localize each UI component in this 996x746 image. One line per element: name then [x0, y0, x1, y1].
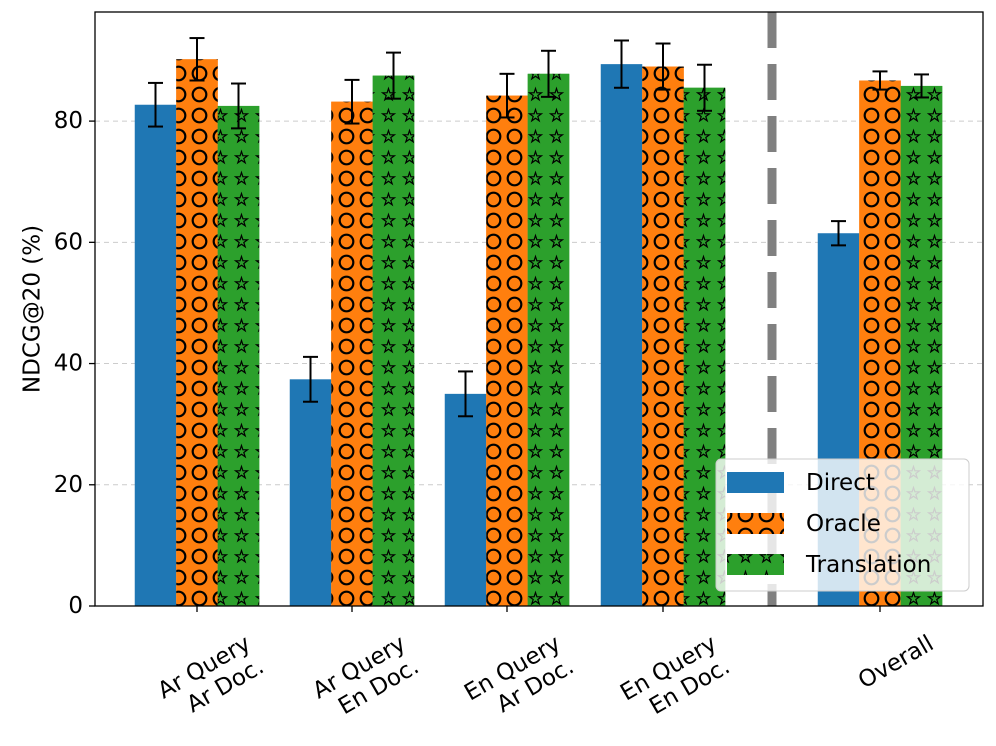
x-axis: Ar QueryAr Doc. Ar QueryEn Doc. En QueryAr…: [154, 606, 938, 730]
legend-swatch-hatch: [727, 513, 784, 534]
legend: Direct Oracle Translation: [715, 458, 970, 592]
x-tick-label-line: Overall: [854, 631, 938, 695]
bar-hatch: [486, 95, 528, 606]
legend-swatch: [727, 472, 784, 493]
legend-swatch-hatch: [727, 554, 784, 575]
y-tick-label: 20: [54, 472, 83, 498]
bar-hatch: [372, 75, 415, 606]
y-tick-label: 0: [68, 593, 83, 619]
bar-hatch: [217, 105, 260, 606]
bar-hatch: [176, 59, 218, 606]
legend-label: Direct: [806, 470, 875, 496]
bar-hatch: [331, 101, 373, 606]
legend-label: Translation: [805, 552, 931, 578]
bar-direct: [134, 104, 177, 606]
x-tick-label: Ar QueryEn Doc.: [309, 631, 424, 728]
bars: [134, 59, 943, 606]
x-tick-label: En QueryAr Doc.: [460, 631, 578, 730]
x-tick-label: Ar QueryAr Doc.: [154, 631, 269, 728]
bar-direct: [289, 379, 332, 606]
y-axis: 0 20 40 60 80: [54, 108, 95, 619]
y-axis-label: NDCG@20 (%): [20, 225, 46, 393]
x-tick-label: Overall: [854, 631, 938, 695]
y-tick-label: 60: [54, 229, 83, 255]
bar-hatch: [527, 73, 570, 606]
legend-label: Oracle: [806, 511, 881, 537]
x-tick-label: En QueryEn Doc.: [616, 631, 734, 730]
y-tick-label: 40: [54, 351, 83, 377]
y-tick-label: 80: [54, 108, 83, 134]
bar-hatch: [642, 66, 684, 606]
error-bars: [148, 37, 929, 418]
plot-frame: [94, 11, 984, 607]
bar-direct: [600, 64, 643, 606]
bar-direct: [444, 393, 487, 606]
